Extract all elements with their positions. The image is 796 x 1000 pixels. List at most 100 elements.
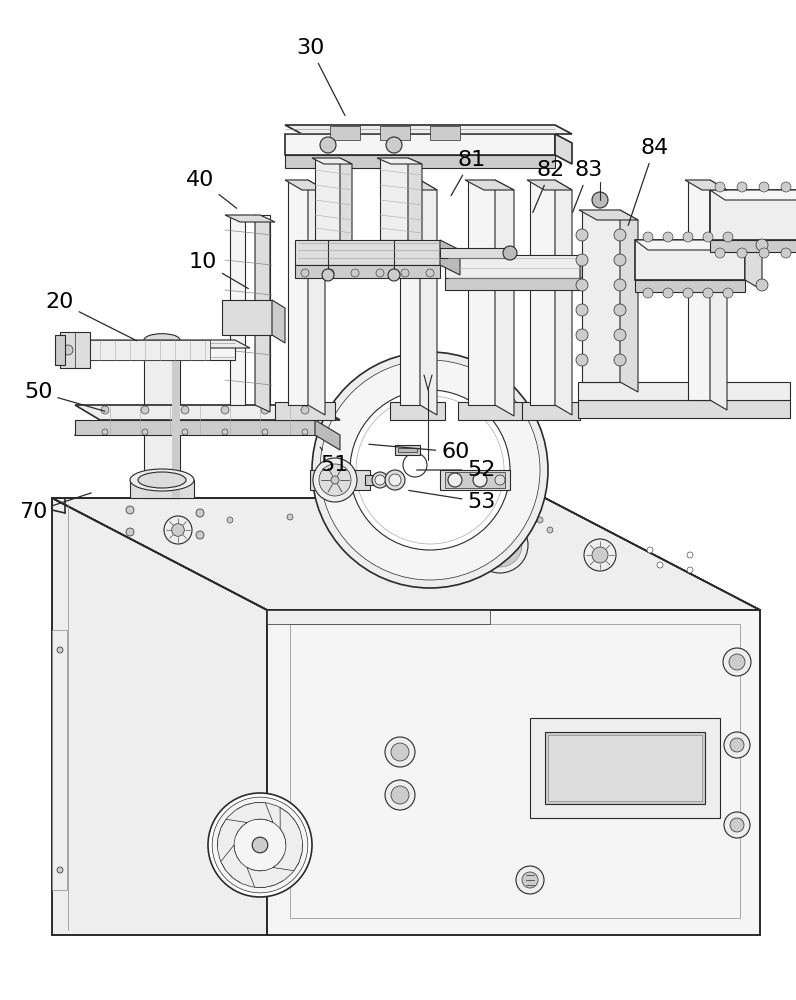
Circle shape [320, 137, 336, 153]
Text: 83: 83 [572, 160, 603, 212]
Circle shape [759, 182, 769, 192]
Circle shape [730, 738, 744, 752]
Circle shape [448, 473, 462, 487]
Circle shape [385, 737, 415, 767]
Polygon shape [620, 210, 638, 392]
Circle shape [385, 470, 405, 490]
Circle shape [347, 507, 353, 513]
Polygon shape [710, 190, 796, 240]
Circle shape [301, 269, 309, 277]
Circle shape [576, 354, 588, 366]
Circle shape [781, 248, 791, 258]
Polygon shape [688, 180, 710, 400]
Polygon shape [144, 340, 180, 498]
Circle shape [781, 182, 791, 192]
Circle shape [182, 429, 188, 435]
Polygon shape [310, 470, 370, 490]
Circle shape [576, 329, 588, 341]
Circle shape [141, 406, 149, 414]
Polygon shape [275, 402, 335, 420]
Circle shape [614, 229, 626, 241]
Circle shape [547, 527, 553, 533]
Polygon shape [445, 255, 580, 278]
Circle shape [576, 279, 588, 291]
Circle shape [386, 137, 402, 153]
Circle shape [592, 192, 608, 208]
Circle shape [576, 254, 588, 266]
Circle shape [687, 567, 693, 573]
Circle shape [759, 248, 769, 258]
Circle shape [756, 239, 768, 251]
Text: 30: 30 [296, 38, 345, 116]
Polygon shape [458, 402, 522, 420]
Circle shape [221, 406, 229, 414]
Polygon shape [398, 448, 417, 452]
Text: 51: 51 [320, 447, 349, 475]
Polygon shape [308, 180, 325, 415]
Circle shape [401, 269, 409, 277]
Polygon shape [465, 180, 514, 190]
Circle shape [262, 429, 268, 435]
Polygon shape [530, 180, 555, 405]
Circle shape [389, 474, 401, 486]
Polygon shape [255, 215, 270, 412]
Polygon shape [710, 180, 727, 410]
Polygon shape [445, 278, 580, 290]
Polygon shape [390, 402, 445, 420]
Polygon shape [578, 382, 790, 400]
Circle shape [683, 232, 693, 242]
Circle shape [287, 514, 293, 520]
Circle shape [366, 548, 374, 556]
Polygon shape [60, 332, 90, 368]
Circle shape [302, 429, 308, 435]
Circle shape [196, 509, 204, 517]
Polygon shape [247, 844, 302, 887]
Circle shape [346, 546, 354, 554]
Text: 53: 53 [408, 490, 496, 512]
Polygon shape [52, 630, 67, 890]
Polygon shape [330, 126, 360, 140]
Polygon shape [440, 470, 510, 490]
Circle shape [164, 516, 192, 544]
Circle shape [372, 472, 388, 488]
Circle shape [351, 269, 359, 277]
Circle shape [427, 510, 433, 516]
Polygon shape [527, 180, 572, 190]
Circle shape [497, 513, 503, 519]
Polygon shape [285, 134, 555, 155]
Circle shape [181, 406, 189, 414]
Polygon shape [285, 180, 325, 190]
Polygon shape [90, 340, 210, 360]
Circle shape [376, 269, 384, 277]
Circle shape [576, 229, 588, 241]
Text: 82: 82 [533, 160, 565, 212]
Polygon shape [295, 240, 440, 265]
Circle shape [375, 475, 385, 485]
Circle shape [196, 531, 204, 539]
Circle shape [446, 526, 474, 554]
Text: 10: 10 [189, 252, 248, 289]
Circle shape [473, 473, 487, 487]
Circle shape [516, 866, 544, 894]
Circle shape [503, 246, 517, 260]
Circle shape [426, 269, 434, 277]
Circle shape [126, 528, 134, 536]
Circle shape [213, 797, 308, 893]
Polygon shape [225, 215, 275, 222]
Polygon shape [172, 340, 180, 498]
Circle shape [222, 429, 228, 435]
Circle shape [647, 547, 653, 553]
Circle shape [312, 352, 548, 588]
Text: 50: 50 [24, 382, 105, 411]
Circle shape [703, 232, 713, 242]
Polygon shape [397, 180, 437, 190]
Polygon shape [555, 134, 572, 164]
Circle shape [57, 867, 63, 873]
Circle shape [592, 547, 608, 563]
Polygon shape [445, 472, 505, 488]
Circle shape [391, 743, 409, 761]
Circle shape [643, 232, 653, 242]
Polygon shape [315, 158, 340, 240]
Polygon shape [290, 624, 740, 918]
Polygon shape [495, 180, 514, 416]
